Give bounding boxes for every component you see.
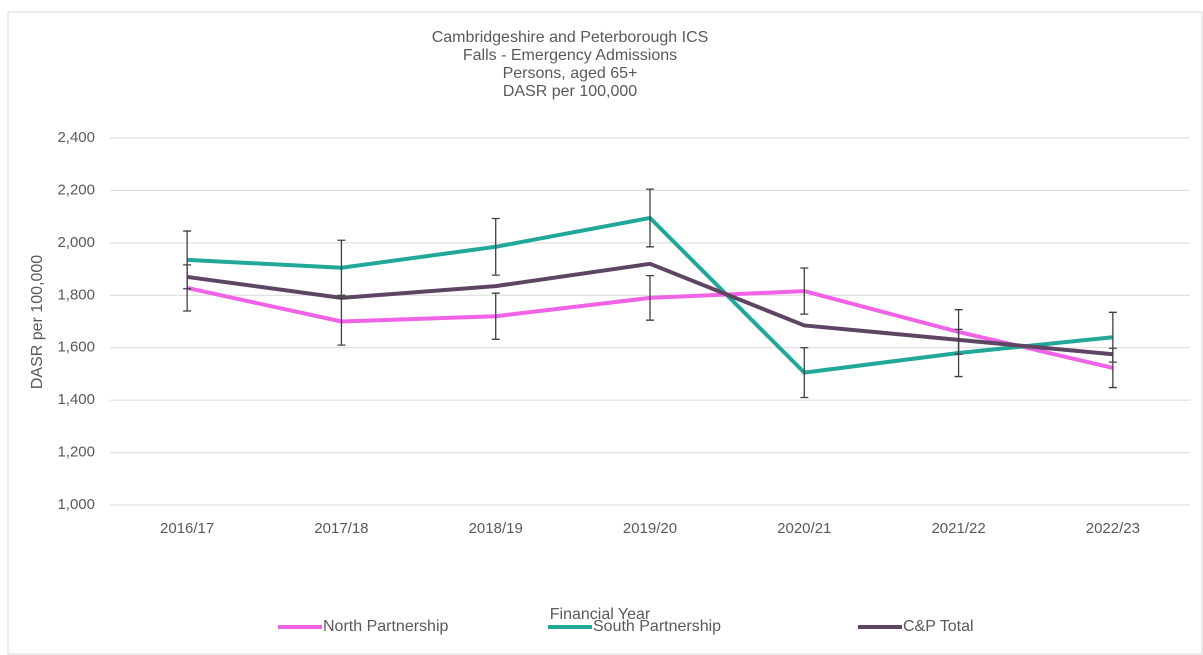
x-tick-label: 2021/22: [931, 520, 985, 537]
y-tick-label: 2,400: [57, 129, 95, 146]
x-tick-label: 2016/17: [160, 520, 214, 537]
y-tick-label: 2,200: [57, 181, 95, 198]
error-bar: [337, 297, 346, 346]
y-axis-title: DASR per 100,000: [29, 255, 46, 389]
error-bar: [646, 274, 654, 321]
x-axis-title: Financial Year: [550, 606, 651, 623]
error-bar: [183, 230, 192, 290]
legend-label: North Partnership: [323, 618, 448, 635]
chart-title: Cambridgeshire and Peterborough ICS: [432, 29, 709, 46]
legend-label: South Partnership: [593, 618, 721, 635]
y-tick-label: 2,000: [57, 234, 95, 251]
chart-title: Persons, aged 65+: [503, 65, 638, 82]
error-bar: [800, 267, 809, 315]
error-bar: [646, 188, 654, 248]
error-bar: [954, 328, 963, 378]
error-bar: [1108, 311, 1117, 363]
error-bar: [337, 239, 346, 296]
error-bar: [491, 292, 500, 340]
y-tick-label: 1,200: [57, 444, 95, 461]
x-tick-label: 2019/20: [623, 520, 677, 537]
y-tick-label: 1,000: [57, 496, 95, 513]
chart-title: Falls - Emergency Admissions: [463, 47, 677, 64]
chart-frame: [7, 11, 1203, 655]
chart-title: DASR per 100,000: [503, 83, 637, 100]
x-tick-label: 2020/21: [777, 520, 831, 537]
error-bar: [491, 217, 500, 276]
y-tick-label: 1,600: [57, 339, 95, 356]
x-tick-label: 2018/19: [469, 520, 523, 537]
x-tick-label: 2017/18: [314, 520, 368, 537]
error-bar: [800, 347, 809, 399]
x-tick-label: 2022/23: [1086, 520, 1140, 537]
y-tick-label: 1,800: [57, 286, 95, 303]
y-tick-label: 1,400: [57, 391, 95, 408]
legend-label: C&P Total: [903, 618, 974, 635]
